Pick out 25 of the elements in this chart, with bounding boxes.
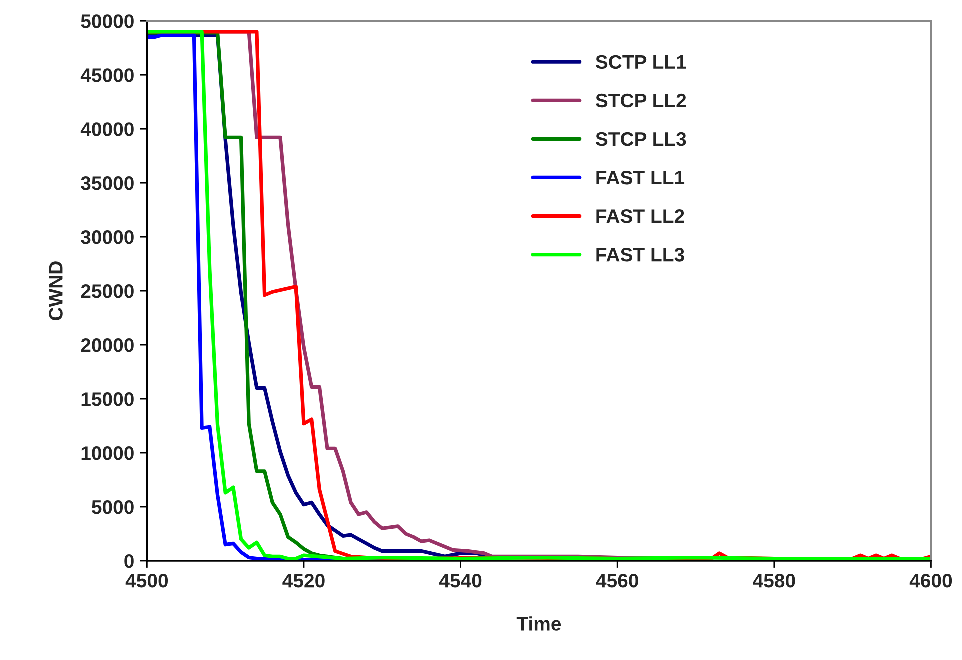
y-tick-label: 20000	[81, 338, 134, 352]
legend-label: SCTP LL1	[596, 55, 686, 70]
x-tick-label: 4520	[282, 574, 325, 588]
y-tick-label: 40000	[80, 122, 134, 136]
y-tick-label: 0	[124, 554, 134, 568]
x-tick-label: 4600	[910, 574, 952, 588]
y-tick-label: 35000	[81, 176, 134, 190]
x-tick-label: 4540	[439, 574, 482, 588]
legend-label: FAST LL3	[596, 248, 684, 262]
legend-label: FAST LL1	[596, 170, 685, 185]
y-tick-label: 30000	[81, 230, 134, 244]
x-axis-title: Time	[516, 616, 562, 631]
x-tick-label: 4560	[596, 574, 638, 588]
y-tick-label: 5000	[92, 500, 134, 514]
y-tick-label: 15000	[82, 392, 134, 406]
legend-label: FAST LL2	[596, 210, 684, 224]
y-tick-label: 50000	[81, 14, 134, 28]
y-axis-title: CWND	[49, 262, 63, 320]
legend-label: STCP LL3	[596, 132, 686, 146]
y-tick-label: 45000	[80, 68, 134, 82]
x-tick-label: 4500	[126, 574, 168, 588]
y-tick-label: 25000	[81, 284, 134, 298]
legend-label: STCP LL2	[596, 94, 686, 108]
y-tick-label: 10000	[82, 446, 134, 460]
x-tick-label: 4580	[753, 574, 796, 588]
